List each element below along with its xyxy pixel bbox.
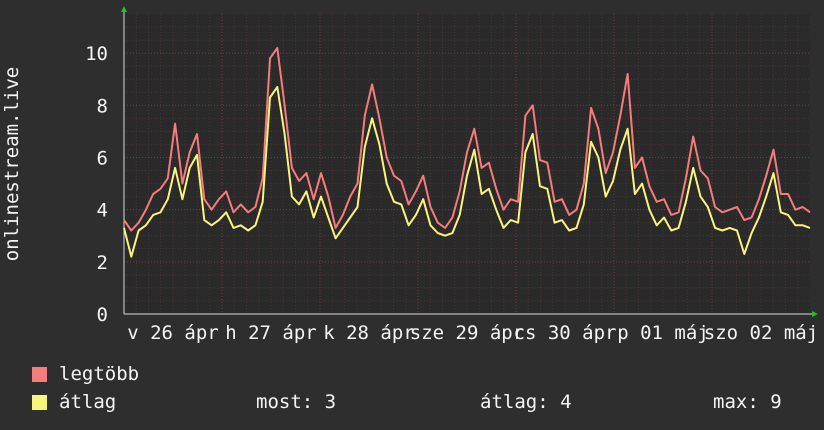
x-tick-label: v 26 ápr — [127, 322, 219, 344]
x-tick-label: p 01 máj — [617, 322, 709, 344]
x-tick-label: cs 30 ápr — [514, 322, 617, 344]
series-line-max — [123, 46, 811, 232]
legend-item-avg: átlag — [32, 391, 116, 413]
stat-now: most: 3 — [256, 391, 337, 413]
x-tick-label: sze 29 ápr — [410, 322, 524, 344]
y-tick-label: 8 — [97, 95, 108, 117]
legend-swatch-max — [32, 366, 47, 382]
stat-max: max: 9 — [713, 391, 782, 413]
legend-item-max: legtöbb — [32, 363, 139, 385]
y-axis-label: onlinestream.live — [1, 67, 23, 261]
x-tick-label: szo 02 máj — [704, 322, 818, 344]
legend-swatch-avg — [32, 394, 47, 410]
x-axis-arrow — [812, 311, 818, 317]
legend-label-avg: átlag — [59, 391, 117, 413]
y-tick-label: 2 — [97, 252, 108, 274]
y-tick-label: 0 — [97, 304, 108, 326]
y-axis-arrow — [121, 6, 127, 12]
y-tick-label: 10 — [85, 43, 108, 65]
legend-label-max: legtöbb — [59, 363, 140, 385]
stat-average: átlag: 4 — [480, 391, 572, 413]
y-tick-label: 6 — [97, 147, 108, 169]
x-tick-label: k 28 ápr — [323, 322, 415, 344]
x-tick-label: h 27 ápr — [225, 322, 317, 344]
y-tick-label: 4 — [97, 200, 108, 222]
series-line-avg — [123, 86, 811, 258]
